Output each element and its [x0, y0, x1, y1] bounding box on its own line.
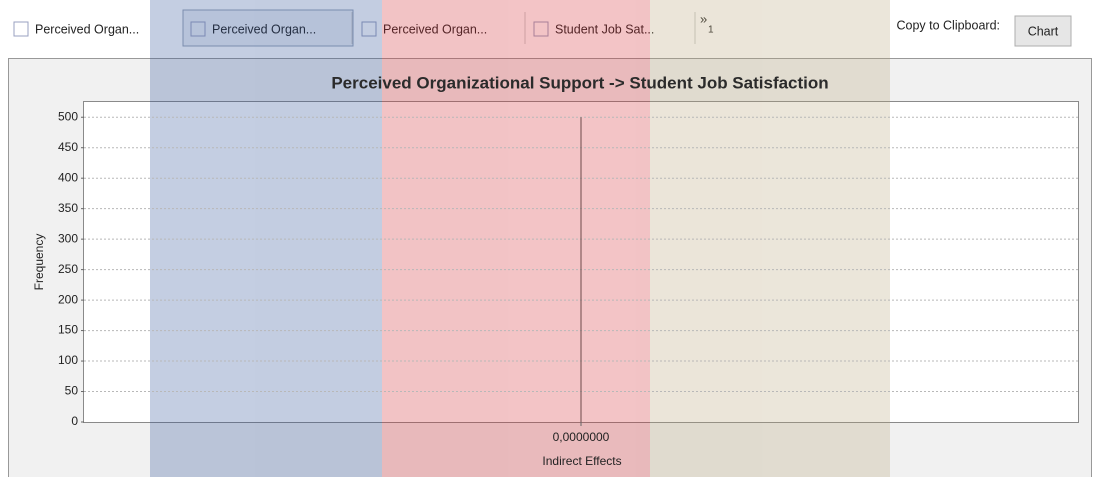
y-tick-label: 100	[58, 353, 78, 367]
y-tick-label: 50	[65, 384, 79, 398]
clipboard-label: Copy to Clipboard:	[896, 18, 1000, 32]
overflow-count: 1	[708, 25, 714, 36]
tab-separators	[351, 12, 696, 44]
tab[interactable]: Perceived Organ...	[212, 22, 316, 36]
tab[interactable]: Student Job Sat...	[555, 22, 654, 36]
y-tick-label: 200	[58, 292, 78, 306]
tab-selected-bg	[182, 9, 354, 47]
chart-title: Perceived Organizational Support -> Stud…	[331, 73, 828, 92]
chart-button-label[interactable]: Chart	[1028, 24, 1059, 38]
x-tick-label: 0,0000000	[553, 430, 610, 444]
bar	[580, 117, 582, 422]
y-tick-label: 450	[58, 140, 78, 154]
y-tick-label: 0	[71, 414, 78, 428]
x-axis-label: Indirect Effects	[542, 454, 621, 468]
y-tick-label: 400	[58, 170, 78, 184]
y-tick-label: 250	[58, 262, 78, 276]
overflow-symbol[interactable]: »	[700, 11, 707, 26]
chart-button[interactable]	[1014, 15, 1072, 47]
tab-bar	[0, 0, 1093, 56]
watermark	[150, 0, 890, 477]
y-tick-label: 150	[58, 323, 78, 337]
y-tick-label: 350	[58, 201, 78, 215]
y-axis-label: Frequency	[32, 234, 46, 291]
y-tick-label: 500	[58, 109, 78, 123]
y-tick-label: 300	[58, 231, 78, 245]
tab-icons	[13, 21, 549, 37]
tab[interactable]: Perceived Organ...	[383, 22, 487, 36]
tab[interactable]: Perceived Organ...	[35, 22, 139, 36]
